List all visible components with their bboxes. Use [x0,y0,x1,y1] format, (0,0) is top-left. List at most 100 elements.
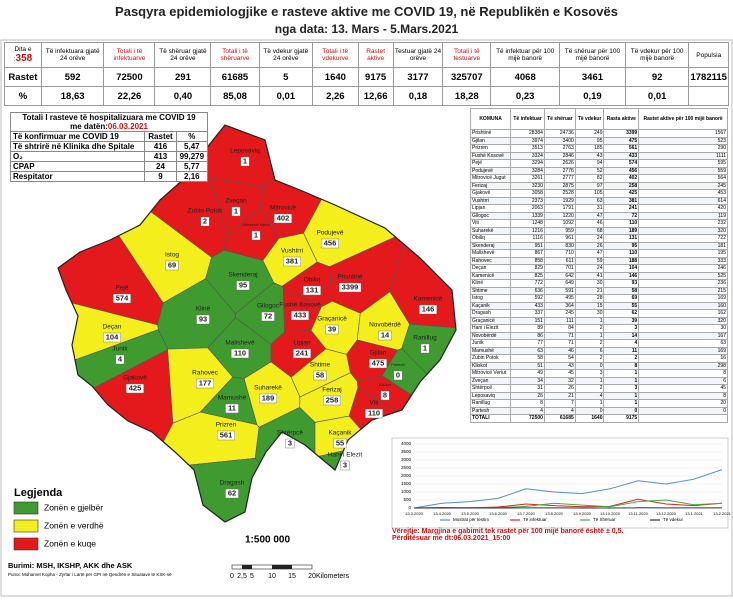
cell: 337 [510,309,545,318]
cell: 3324 [510,151,545,160]
active-cases: 131 [306,286,319,295]
cell: 8 [603,361,640,370]
cell: Podujevë [469,166,512,175]
value-box [419,304,437,315]
cell: 3400 [543,136,576,145]
cell: 3058 [510,189,545,198]
cell: 475 [603,136,640,145]
cell: 45 [638,384,728,393]
municipality-name: Viti [370,400,379,407]
value-box [196,314,210,325]
cell: 241 [603,204,640,213]
active-cases: 2 [203,217,207,226]
cell: 111 [543,316,576,325]
hospital-table: Totali I rasteve të hospitalizuara me CO… [9,112,209,182]
value-box [285,438,295,449]
cell: 43 [574,151,605,160]
x-tick-label: 13.12.2020 [656,511,677,516]
municipality-row: Novobërdë 86 71 1 14 167 [469,331,728,340]
municipality-row: Partesh 4 4 0 0 0 [469,406,728,415]
cell: 381 [603,196,640,205]
cell: 592 [510,294,545,303]
x-tick-label: 13.4.2020 [433,511,452,516]
cell: 829 [510,264,545,273]
cell: 72500 [510,414,545,423]
cell: 951 [510,241,545,250]
cell: 21 [543,391,576,400]
scale-tick: 20 [308,573,316,580]
cell: 3974 [510,136,545,145]
value-box [217,430,235,441]
municipality-row: Hani i Elezit 89 84 2 3 30 [469,324,728,333]
cell: 24 [144,161,177,172]
row-label: Rastet [4,67,42,87]
x-tick-label: 13.7.2020 [517,511,536,516]
cell: 433 [510,301,545,310]
cell: 3230 [510,181,545,190]
cell: 290 [638,144,728,153]
x-tick-label: 13.5.2020 [461,511,480,516]
cell: 416 [144,141,177,152]
cell: 95 [574,136,605,145]
column-header: Rastet aktive [357,42,394,68]
value-box [236,280,250,291]
cell: 63 [574,196,605,205]
chart: 0 500 1000 1500 2000 2500 3000 3500 4000 13.3.202… [401,441,732,522]
kosovo-outline [57,124,457,523]
municipality-name: Prishtinë [337,274,363,281]
cell: 1782115 [688,67,729,87]
cell: Leposaviq [469,391,512,400]
municipality-name: Podujevë [316,230,343,237]
cell: Graçanicë [469,316,512,325]
cell: 47 [574,211,605,220]
value-box [225,403,239,414]
cell: Lipjan [469,204,512,213]
cell [688,86,729,106]
cell: 77 [510,339,545,348]
cell: 15 [574,301,605,310]
cell: 642 [543,271,576,280]
value-box [259,393,277,404]
cell: 30 [574,309,605,318]
value-box [240,156,250,167]
caption-row: Totali I rasteve të hospitalizuara me CO… [10,112,208,132]
cell: Viti [469,219,512,228]
value-box [369,358,387,369]
cell: 364 [543,301,576,310]
cell: Kllokot [469,361,512,370]
cell: 1 [574,376,605,385]
cell: 0 [638,406,728,415]
active-cases: 433 [294,311,307,320]
cell: 85,08 [210,86,260,106]
value-box [333,438,347,449]
cell: 22,26 [103,86,156,106]
y-tick-label: 0 [408,505,411,510]
cell: 1092 [543,219,576,228]
cell: 0,19 [559,86,626,106]
cell: 1248 [510,219,545,228]
cell: 4068 [490,67,561,87]
municipality-name: Junik [112,346,128,353]
cell: Prishtinë [469,129,512,138]
cell: Vushtrri [469,196,512,205]
municipalities [57,124,457,523]
cell: 867 [510,249,545,258]
header-row: KOMUNA Të infektuar Të shëruar Të vdekur Ras… [469,108,728,130]
cell: 959 [543,226,576,235]
cell [638,414,728,423]
cell: 0 [574,361,605,370]
cell: 3261 [510,174,545,183]
value-box [251,230,261,241]
municipality-row: Prishtinë 28384 24736 249 3399 1567 [469,129,728,138]
active-cases: 1 [254,231,258,240]
cell: 3 [603,384,640,393]
cell: 110 [603,219,640,228]
municipality-row: Skenderaj 951 830 26 95 181 [469,241,728,250]
cell: 26 [543,384,576,393]
cell: 3 [574,369,605,378]
cell: 4 [510,406,545,415]
cell: 6 [638,376,728,385]
cell: 61685 [543,414,576,423]
cell: 1640 [312,67,359,87]
municipality-row: Prizren 3513 2763 185 561 290 [469,144,728,153]
